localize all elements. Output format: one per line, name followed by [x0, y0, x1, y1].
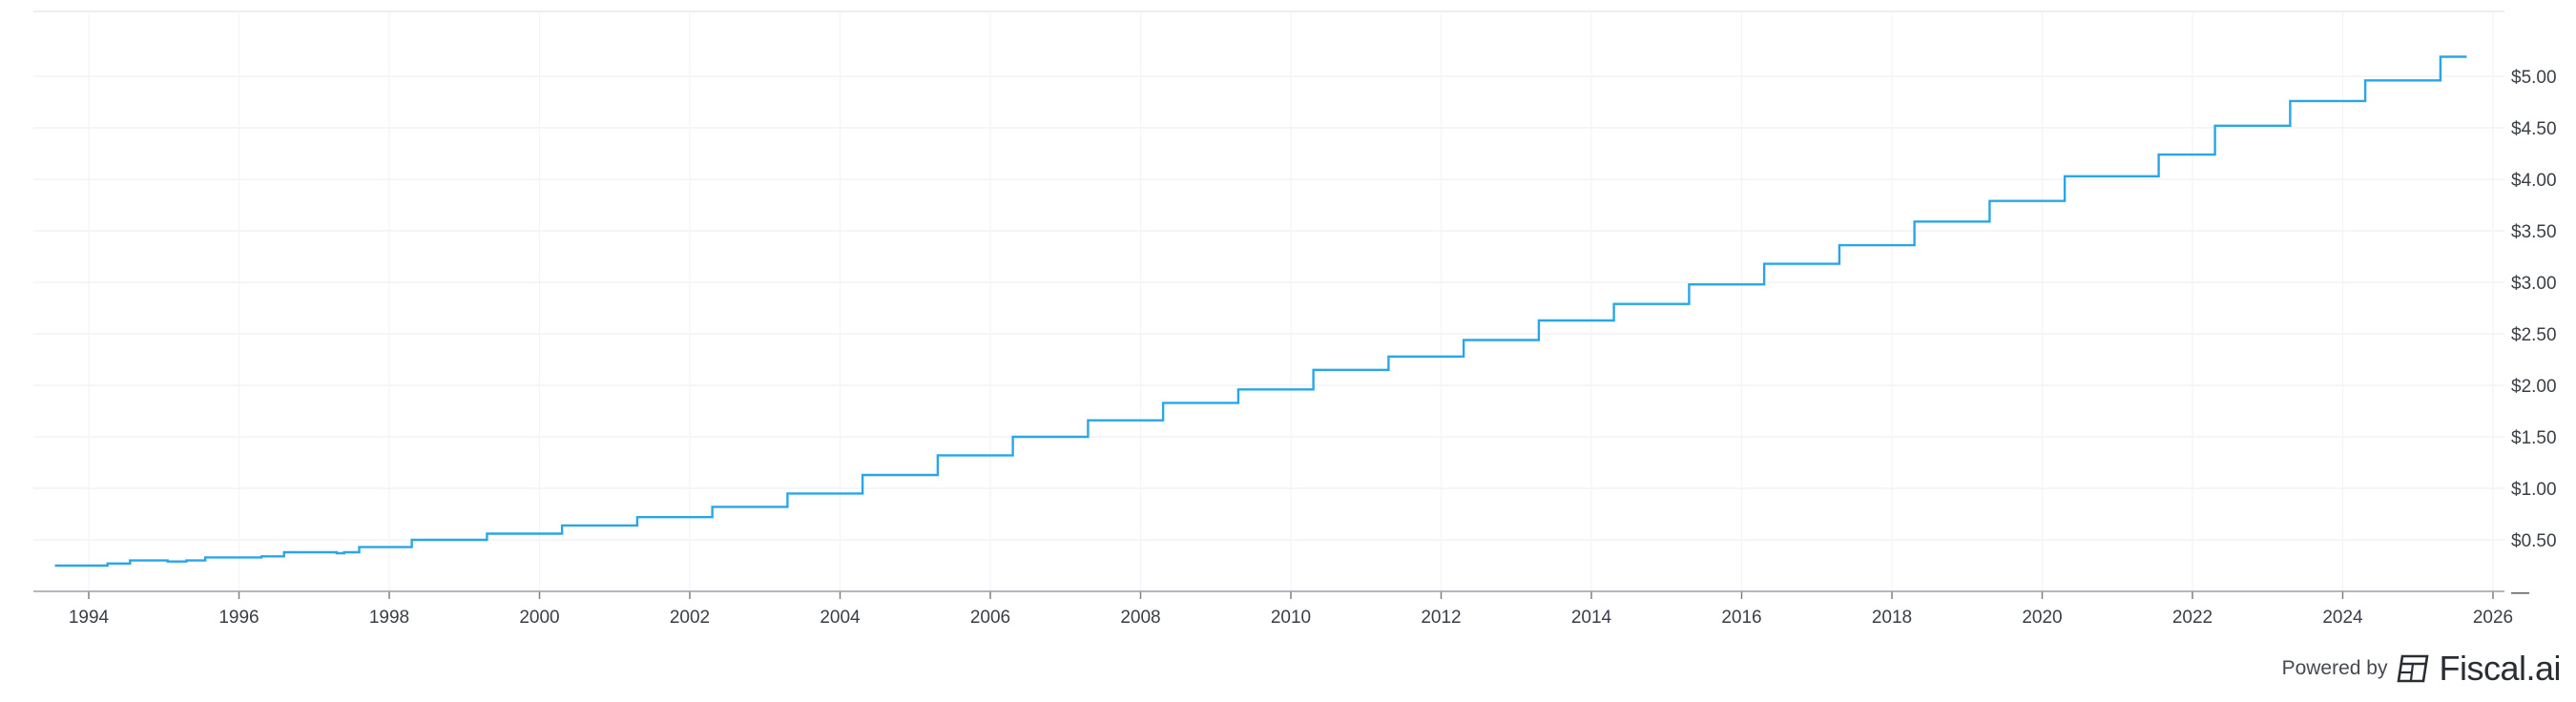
fiscal-ai-logo-icon	[2397, 654, 2429, 683]
y-tick-label: $2.00	[2511, 377, 2557, 397]
y-tick-label: $4.00	[2511, 171, 2557, 191]
brand-name: Fiscal.ai	[2439, 649, 2561, 688]
x-tick-label: 1994	[69, 608, 110, 628]
series-group	[54, 55, 2467, 568]
x-tick-label: 2022	[2172, 608, 2212, 628]
x-tick-label: 2014	[1571, 608, 1612, 628]
y-axis: — $0.50 $1.00 $1.50 $2.00 $2.50 $3.00 $3.50 $4.0…	[2511, 68, 2557, 603]
y-tick-label: $2.50	[2511, 325, 2557, 345]
y-tick-label: $1.00	[2511, 480, 2557, 500]
x-tick-label: 2002	[670, 608, 710, 628]
x-axis: 1994 1996 1998 2000 2002 2004 2006 2008 2010 2012…	[33, 590, 2513, 628]
x-tick-label: 2024	[2322, 608, 2363, 628]
x-tick-label: 2016	[1721, 608, 1761, 628]
y-tick-label: $5.00	[2511, 68, 2557, 88]
x-tick-label: 2018	[1872, 608, 1912, 628]
powered-by-text: Powered by	[2281, 657, 2388, 679]
x-tick-label: 1996	[218, 608, 259, 628]
series-line	[54, 55, 2467, 568]
x-tick-label: 1998	[369, 608, 409, 628]
y-tick-label: $3.00	[2511, 274, 2557, 294]
x-tick-label: 2008	[1120, 608, 1160, 628]
x-tick-label: 2000	[519, 608, 559, 628]
x-tick-label: 2004	[820, 608, 861, 628]
y-tick-label: $4.50	[2511, 119, 2557, 139]
grid	[33, 11, 2504, 591]
x-tick-label: 2012	[1421, 608, 1461, 628]
y-tick-label: —	[2511, 583, 2529, 603]
powered-by-footer[interactable]: Powered by Fiscal.ai	[2281, 649, 2562, 689]
x-tick-label: 2020	[2022, 608, 2062, 628]
x-tick-label: 2010	[1271, 608, 1311, 628]
y-tick-label: $1.50	[2511, 428, 2557, 448]
x-tick-label: 2026	[2473, 608, 2513, 628]
y-tick-label: $0.50	[2511, 531, 2557, 551]
y-tick-label: $3.50	[2511, 222, 2557, 242]
x-tick-label: 2006	[970, 608, 1010, 628]
